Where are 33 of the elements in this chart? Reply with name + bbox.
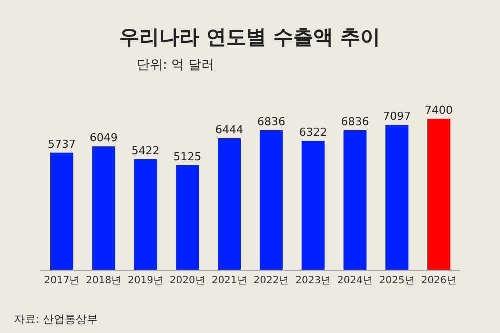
data-label: 5422 <box>132 144 160 158</box>
x-tick-label: 2025년 <box>379 276 415 286</box>
x-tick-label: 2023년 <box>296 276 332 286</box>
x-tick-label: 2021년 <box>212 276 248 286</box>
data-label: 6444 <box>216 124 244 137</box>
chart-subtitle: 단위: 억 달러 <box>137 58 215 73</box>
bar <box>176 165 200 270</box>
bar <box>50 152 74 270</box>
bar <box>92 146 116 270</box>
bar <box>260 130 283 270</box>
x-tick-label: 2017년 <box>44 276 80 286</box>
data-label: 6836 <box>257 116 286 129</box>
data-label: 6322 <box>299 126 328 139</box>
text: 자료: 산업통상부 <box>14 313 98 326</box>
x-tick-label: 2020년 <box>170 276 206 286</box>
x-tick-label: 2026년 <box>421 276 457 286</box>
data-label: 6836 <box>341 116 370 129</box>
data-label: 7400 <box>425 104 454 117</box>
chart-title: 우리나라 연도별 수출액 추이 <box>120 25 380 49</box>
x-tick-label: 2018년 <box>86 276 122 286</box>
bar <box>344 130 367 270</box>
x-tick-label: 2019년 <box>128 276 164 286</box>
data-label: 6049 <box>90 132 118 145</box>
data-label: 5125 <box>174 150 202 164</box>
bar <box>302 140 325 270</box>
bar <box>134 159 158 270</box>
bar <box>386 125 409 270</box>
x-tick-label: 2024년 <box>338 276 373 286</box>
bar <box>428 119 451 270</box>
data-label: 5737 <box>48 138 76 151</box>
data-label: 7097 <box>383 110 412 124</box>
bar <box>218 138 242 270</box>
x-tick-label: 2022년 <box>254 276 290 286</box>
